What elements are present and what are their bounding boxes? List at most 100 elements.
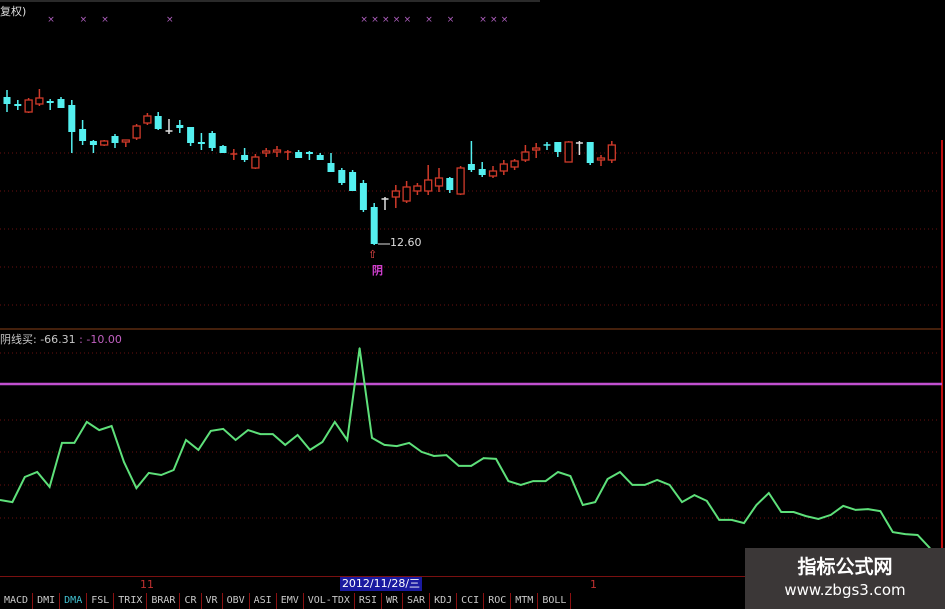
x-mark-icon: × [393, 15, 401, 25]
candle-body [100, 140, 109, 146]
tab-rsi[interactable]: RSI [354, 593, 382, 609]
tab-asi[interactable]: ASI [249, 593, 277, 609]
indicator-point [792, 511, 795, 513]
candle-body [251, 156, 260, 169]
candle-body [532, 147, 541, 151]
indicator-point [98, 429, 100, 431]
candle-body [499, 163, 508, 172]
tab-kdj[interactable]: KDJ [430, 593, 458, 609]
candle-body [510, 160, 519, 168]
indicator-point [854, 509, 857, 511]
indicator-point [24, 476, 26, 478]
candle-body [272, 149, 282, 153]
candle-body [241, 155, 249, 160]
tab-macd[interactable]: MACD [0, 593, 34, 609]
candle-body [208, 133, 216, 148]
tab-emv[interactable]: EMV [276, 593, 304, 609]
candle-body [467, 164, 475, 170]
indicator-point [383, 444, 386, 446]
indicator-point [185, 439, 187, 441]
indicator-point [420, 451, 423, 453]
indicator-point [358, 347, 361, 349]
indicator-point [482, 457, 485, 459]
x-mark-icon: × [447, 15, 455, 25]
candle-body [478, 169, 486, 175]
indicator-point [768, 492, 770, 494]
indicator-point [309, 449, 311, 451]
candle-body [262, 150, 271, 154]
indicator-point [458, 465, 460, 467]
indicator-point [73, 442, 76, 444]
candle-body [197, 142, 205, 144]
indicator-point [11, 501, 14, 503]
tab-vol-tdx[interactable]: VOL-TDX [303, 593, 355, 609]
candle-body [35, 97, 44, 105]
indicator-point [445, 454, 448, 456]
indicator-point [557, 471, 559, 473]
adjust-label: 复权) [0, 5, 27, 18]
tab-mtm[interactable]: MTM [511, 593, 539, 609]
tab-fsl[interactable]: FSL [87, 593, 115, 609]
candle-body [596, 157, 606, 161]
indicator-point [408, 442, 411, 444]
indicator-point [123, 461, 125, 463]
tab-dma[interactable]: DMA [60, 593, 88, 609]
tab-vr[interactable]: VR [201, 593, 223, 609]
indicator-point [780, 511, 782, 513]
candle-body [402, 186, 411, 202]
x-mark-icon: × [404, 15, 412, 25]
candle-body [370, 207, 378, 244]
indicator-point [284, 444, 287, 446]
indicator-point [879, 510, 882, 512]
candle-body [121, 139, 130, 143]
indicator-point [135, 487, 138, 489]
indicator-point [334, 421, 336, 423]
candle-body [176, 125, 184, 128]
indicator-point [520, 484, 522, 486]
indicator-point [817, 518, 820, 520]
candle-body [359, 183, 367, 210]
indicator-point [210, 430, 212, 432]
low-marker-label: 阴 [372, 264, 383, 277]
indicator-point [644, 484, 646, 486]
tab-wr[interactable]: WR [381, 593, 404, 609]
candle-body [3, 97, 11, 104]
indicator-line [0, 347, 931, 549]
watermark-url: www.zbgs3.com [784, 581, 906, 599]
candle-body [68, 105, 76, 132]
candle-body [456, 167, 465, 195]
tab-obv[interactable]: OBV [222, 593, 250, 609]
tab-boll[interactable]: BOLL [538, 593, 572, 609]
candle-body [488, 170, 498, 177]
grid-lines [0, 152, 940, 519]
indicator-point [743, 522, 745, 524]
indicator-point [718, 519, 720, 521]
x-mark-icon: × [80, 15, 88, 25]
candle-body [413, 185, 422, 192]
month-label: 11 [140, 578, 154, 591]
indicator-point [892, 531, 894, 533]
tab-dmi[interactable]: DMI [33, 593, 61, 609]
tab-cr[interactable]: CR [180, 593, 202, 609]
indicator-point [904, 533, 906, 535]
candle-body [316, 155, 324, 160]
tab-cci[interactable]: CCI [457, 593, 485, 609]
indicator-name: 阴线买 [0, 333, 33, 346]
indicator-point [594, 501, 596, 503]
indicator-point [433, 455, 435, 457]
tab-roc[interactable]: ROC [484, 593, 512, 609]
candle-body [424, 179, 433, 192]
indicator-point [693, 494, 696, 496]
indicator-point [470, 465, 473, 467]
tab-sar[interactable]: SAR [403, 593, 431, 609]
tab-brar[interactable]: BRAR [147, 593, 181, 609]
candle-body [446, 178, 454, 190]
up-arrow-icon: ⇧ [368, 248, 378, 261]
tab-trix[interactable]: TRIX [114, 593, 148, 609]
indicator-current-value: -66.31 [40, 333, 76, 346]
indicator-point [296, 434, 299, 436]
indicator-point [160, 474, 162, 476]
indicator-point [681, 501, 683, 503]
candle-body [132, 125, 141, 139]
